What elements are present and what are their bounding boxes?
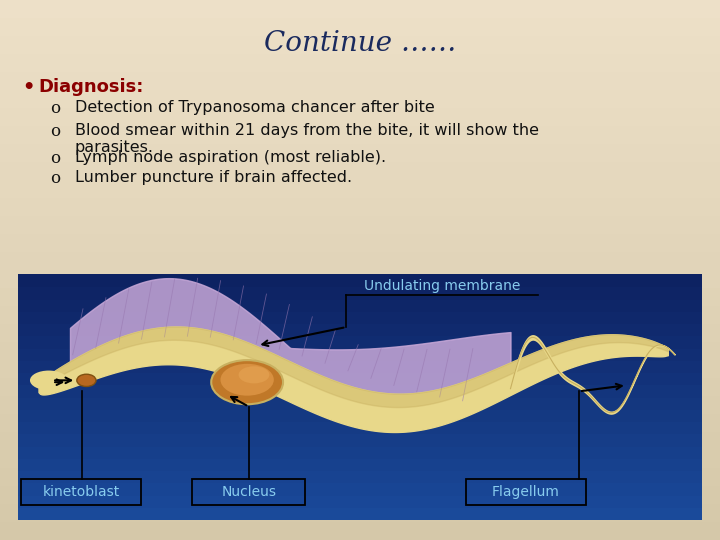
Text: o: o (50, 170, 60, 187)
Bar (0, 126, 720, 144)
Bar (0, 162, 720, 180)
Bar (18, 372, 702, 385)
Bar (18, 299, 702, 312)
Bar (18, 335, 702, 348)
Bar (18, 384, 702, 397)
Text: kinetoblast: kinetoblast (42, 485, 120, 499)
Text: Continue ……: Continue …… (264, 30, 456, 57)
Bar (0, 324, 720, 342)
Bar (0, 360, 720, 378)
Bar (18, 458, 702, 471)
Ellipse shape (30, 370, 68, 390)
Bar (0, 396, 720, 414)
Bar (0, 180, 720, 198)
Bar (0, 306, 720, 324)
Bar (18, 360, 702, 373)
Bar (18, 348, 702, 361)
Bar (466, 479, 586, 505)
Bar (0, 432, 720, 450)
Bar (18, 495, 702, 508)
Bar (18, 433, 702, 447)
Bar (0, 468, 720, 486)
Bar (0, 36, 720, 54)
Bar (0, 90, 720, 108)
Ellipse shape (220, 364, 274, 396)
Bar (0, 216, 720, 234)
Bar (0, 522, 720, 540)
Text: Undulating membrane: Undulating membrane (364, 279, 521, 293)
Ellipse shape (238, 366, 269, 383)
Text: Blood smear within 21 days from the bite, it will show the
parasites.: Blood smear within 21 days from the bite… (75, 123, 539, 156)
Text: o: o (50, 150, 60, 167)
Bar (0, 108, 720, 126)
Text: o: o (50, 123, 60, 140)
Bar (0, 270, 720, 288)
Bar (0, 450, 720, 468)
Text: Diagnosis:: Diagnosis: (38, 78, 143, 96)
Bar (0, 18, 720, 36)
Bar (0, 0, 720, 18)
Ellipse shape (211, 360, 283, 404)
Bar (0, 486, 720, 504)
Bar (0, 414, 720, 432)
Bar (18, 286, 702, 300)
Bar (0, 144, 720, 162)
Bar (18, 310, 702, 324)
Bar (0, 252, 720, 270)
Bar (0, 342, 720, 360)
Bar (0, 288, 720, 306)
Bar (18, 507, 702, 520)
Bar (18, 274, 702, 287)
Bar (18, 482, 702, 496)
Text: •: • (22, 78, 35, 97)
Bar (18, 470, 702, 483)
Bar (0, 198, 720, 216)
Text: o: o (50, 100, 60, 117)
Bar (18, 396, 702, 410)
Bar (18, 421, 702, 434)
Bar (0, 234, 720, 252)
Text: Lumber puncture if brain affected.: Lumber puncture if brain affected. (75, 170, 352, 185)
Text: Nucleus: Nucleus (221, 485, 276, 499)
Text: Flagellum: Flagellum (492, 485, 560, 499)
Bar (0, 504, 720, 522)
Bar (18, 446, 702, 459)
Bar (22, 479, 141, 505)
Bar (0, 72, 720, 90)
Bar (192, 479, 305, 505)
Ellipse shape (77, 374, 96, 387)
Text: Lymph node aspiration (most reliable).: Lymph node aspiration (most reliable). (75, 150, 386, 165)
Bar (0, 54, 720, 72)
Bar (0, 378, 720, 396)
Bar (18, 409, 702, 422)
Text: Detection of Trypanosoma chancer after bite: Detection of Trypanosoma chancer after b… (75, 100, 435, 115)
Bar (18, 323, 702, 336)
